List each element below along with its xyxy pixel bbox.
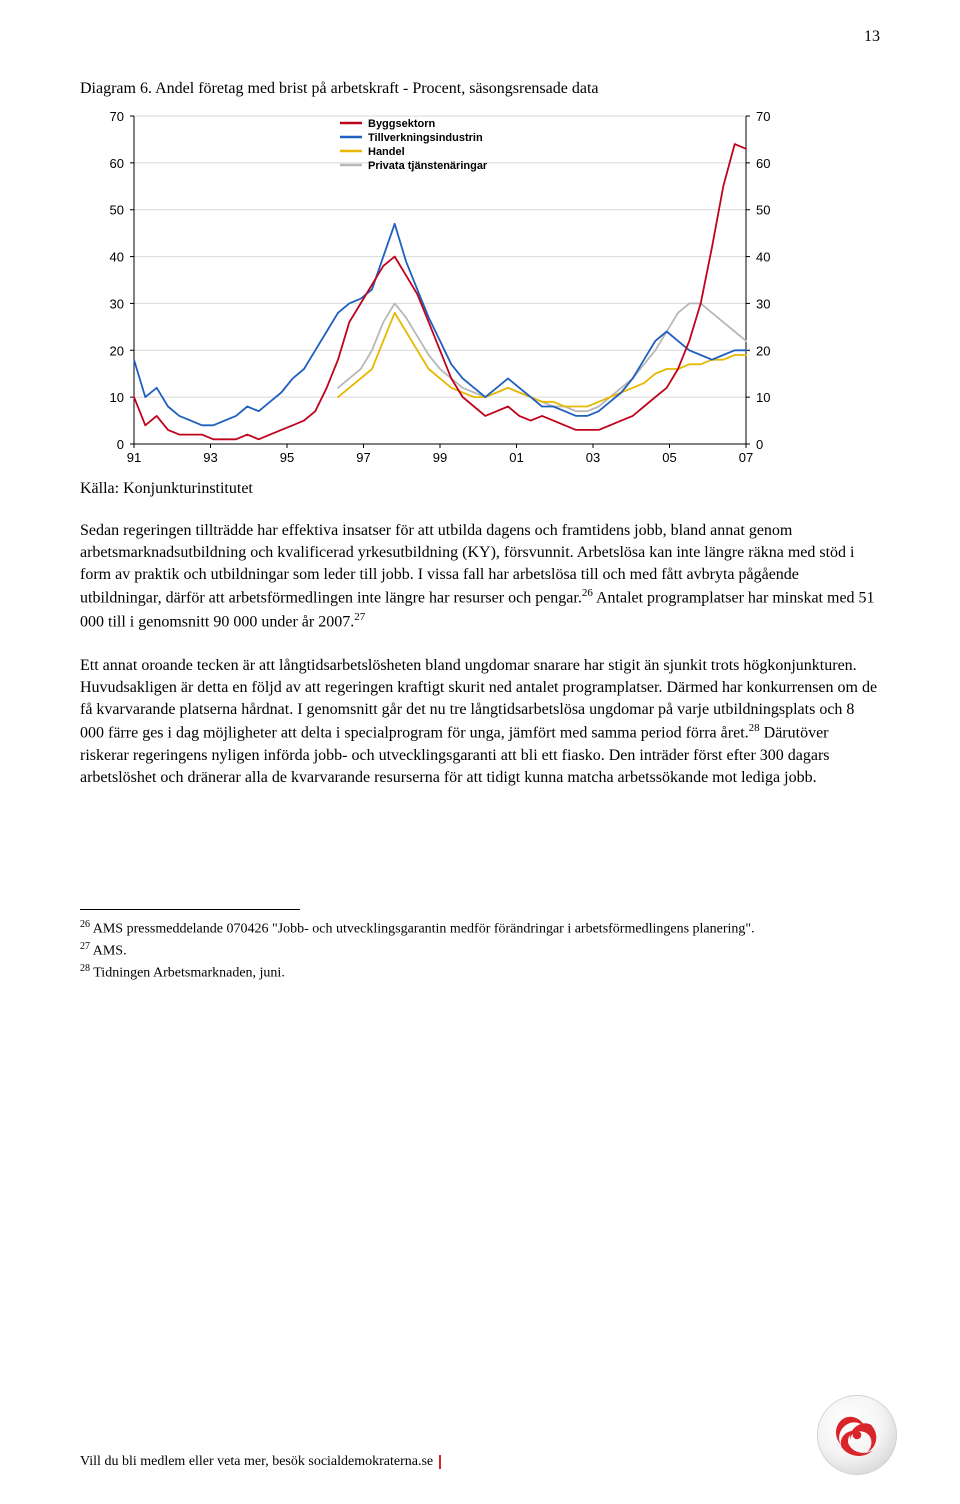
svg-text:Privata tjänstenäringar: Privata tjänstenäringar xyxy=(368,160,488,172)
fn-text-27: AMS. xyxy=(90,943,127,958)
paragraph-2: Ett annat oroande tecken är att långtids… xyxy=(80,655,880,789)
chart-container: 0010102020303040405050606070709193959799… xyxy=(80,104,800,474)
svg-text:70: 70 xyxy=(756,109,770,124)
footnote-27: 27 AMS. xyxy=(80,940,880,962)
fn-num-26: 26 xyxy=(80,919,90,930)
svg-text:Tillverkningsindustrin: Tillverkningsindustrin xyxy=(368,132,483,144)
svg-text:70: 70 xyxy=(110,109,124,124)
footer-label: Vill du bli medlem eller veta mer, besök… xyxy=(80,1454,433,1469)
svg-text:97: 97 xyxy=(356,450,370,465)
footer-bar-icon xyxy=(439,1455,441,1469)
party-logo-icon xyxy=(814,1392,900,1478)
svg-text:0: 0 xyxy=(117,437,124,452)
fn-num-27: 27 xyxy=(80,941,90,952)
svg-text:Byggsektorn: Byggsektorn xyxy=(368,118,436,130)
svg-text:10: 10 xyxy=(110,390,124,405)
footer-text: Vill du bli medlem eller veta mer, besök… xyxy=(80,1454,441,1470)
svg-text:07: 07 xyxy=(739,450,753,465)
fn-text-28: Tidningen Arbetsmarknaden, juni. xyxy=(90,965,285,980)
svg-text:50: 50 xyxy=(756,203,770,218)
svg-text:40: 40 xyxy=(756,250,770,265)
svg-text:50: 50 xyxy=(110,203,124,218)
svg-text:10: 10 xyxy=(756,390,770,405)
footnote-28: 28 Tidningen Arbetsmarknaden, juni. xyxy=(80,962,880,984)
svg-text:95: 95 xyxy=(280,450,294,465)
svg-text:Handel: Handel xyxy=(368,146,405,158)
svg-text:05: 05 xyxy=(662,450,676,465)
svg-text:40: 40 xyxy=(110,250,124,265)
chart-source: Källa: Konjunkturinstitutet xyxy=(80,480,880,498)
chart-svg: 0010102020303040405050606070709193959799… xyxy=(80,104,800,474)
svg-text:0: 0 xyxy=(756,437,763,452)
svg-text:03: 03 xyxy=(586,450,600,465)
footnote-ref-28: 28 xyxy=(749,722,760,734)
svg-text:91: 91 xyxy=(127,450,141,465)
fn-text-26: AMS pressmeddelande 070426 "Jobb- och ut… xyxy=(90,922,755,937)
page-number: 13 xyxy=(864,28,880,46)
footnote-26: 26 AMS pressmeddelande 070426 "Jobb- och… xyxy=(80,918,880,940)
svg-text:30: 30 xyxy=(110,296,124,311)
svg-text:99: 99 xyxy=(433,450,447,465)
svg-text:60: 60 xyxy=(110,156,124,171)
footnote-ref-27: 27 xyxy=(354,611,365,623)
paragraph-1: Sedan regeringen tillträdde har effektiv… xyxy=(80,520,880,633)
svg-text:20: 20 xyxy=(110,343,124,358)
svg-text:30: 30 xyxy=(756,296,770,311)
footnote-ref-26: 26 xyxy=(582,587,593,599)
svg-text:93: 93 xyxy=(203,450,217,465)
fn-num-28: 28 xyxy=(80,963,90,974)
diagram-title: Diagram 6. Andel företag med brist på ar… xyxy=(80,80,880,98)
svg-text:20: 20 xyxy=(756,343,770,358)
footnotes: 26 AMS pressmeddelande 070426 "Jobb- och… xyxy=(80,918,880,984)
svg-text:01: 01 xyxy=(509,450,523,465)
svg-text:60: 60 xyxy=(756,156,770,171)
footnote-separator xyxy=(80,909,300,910)
